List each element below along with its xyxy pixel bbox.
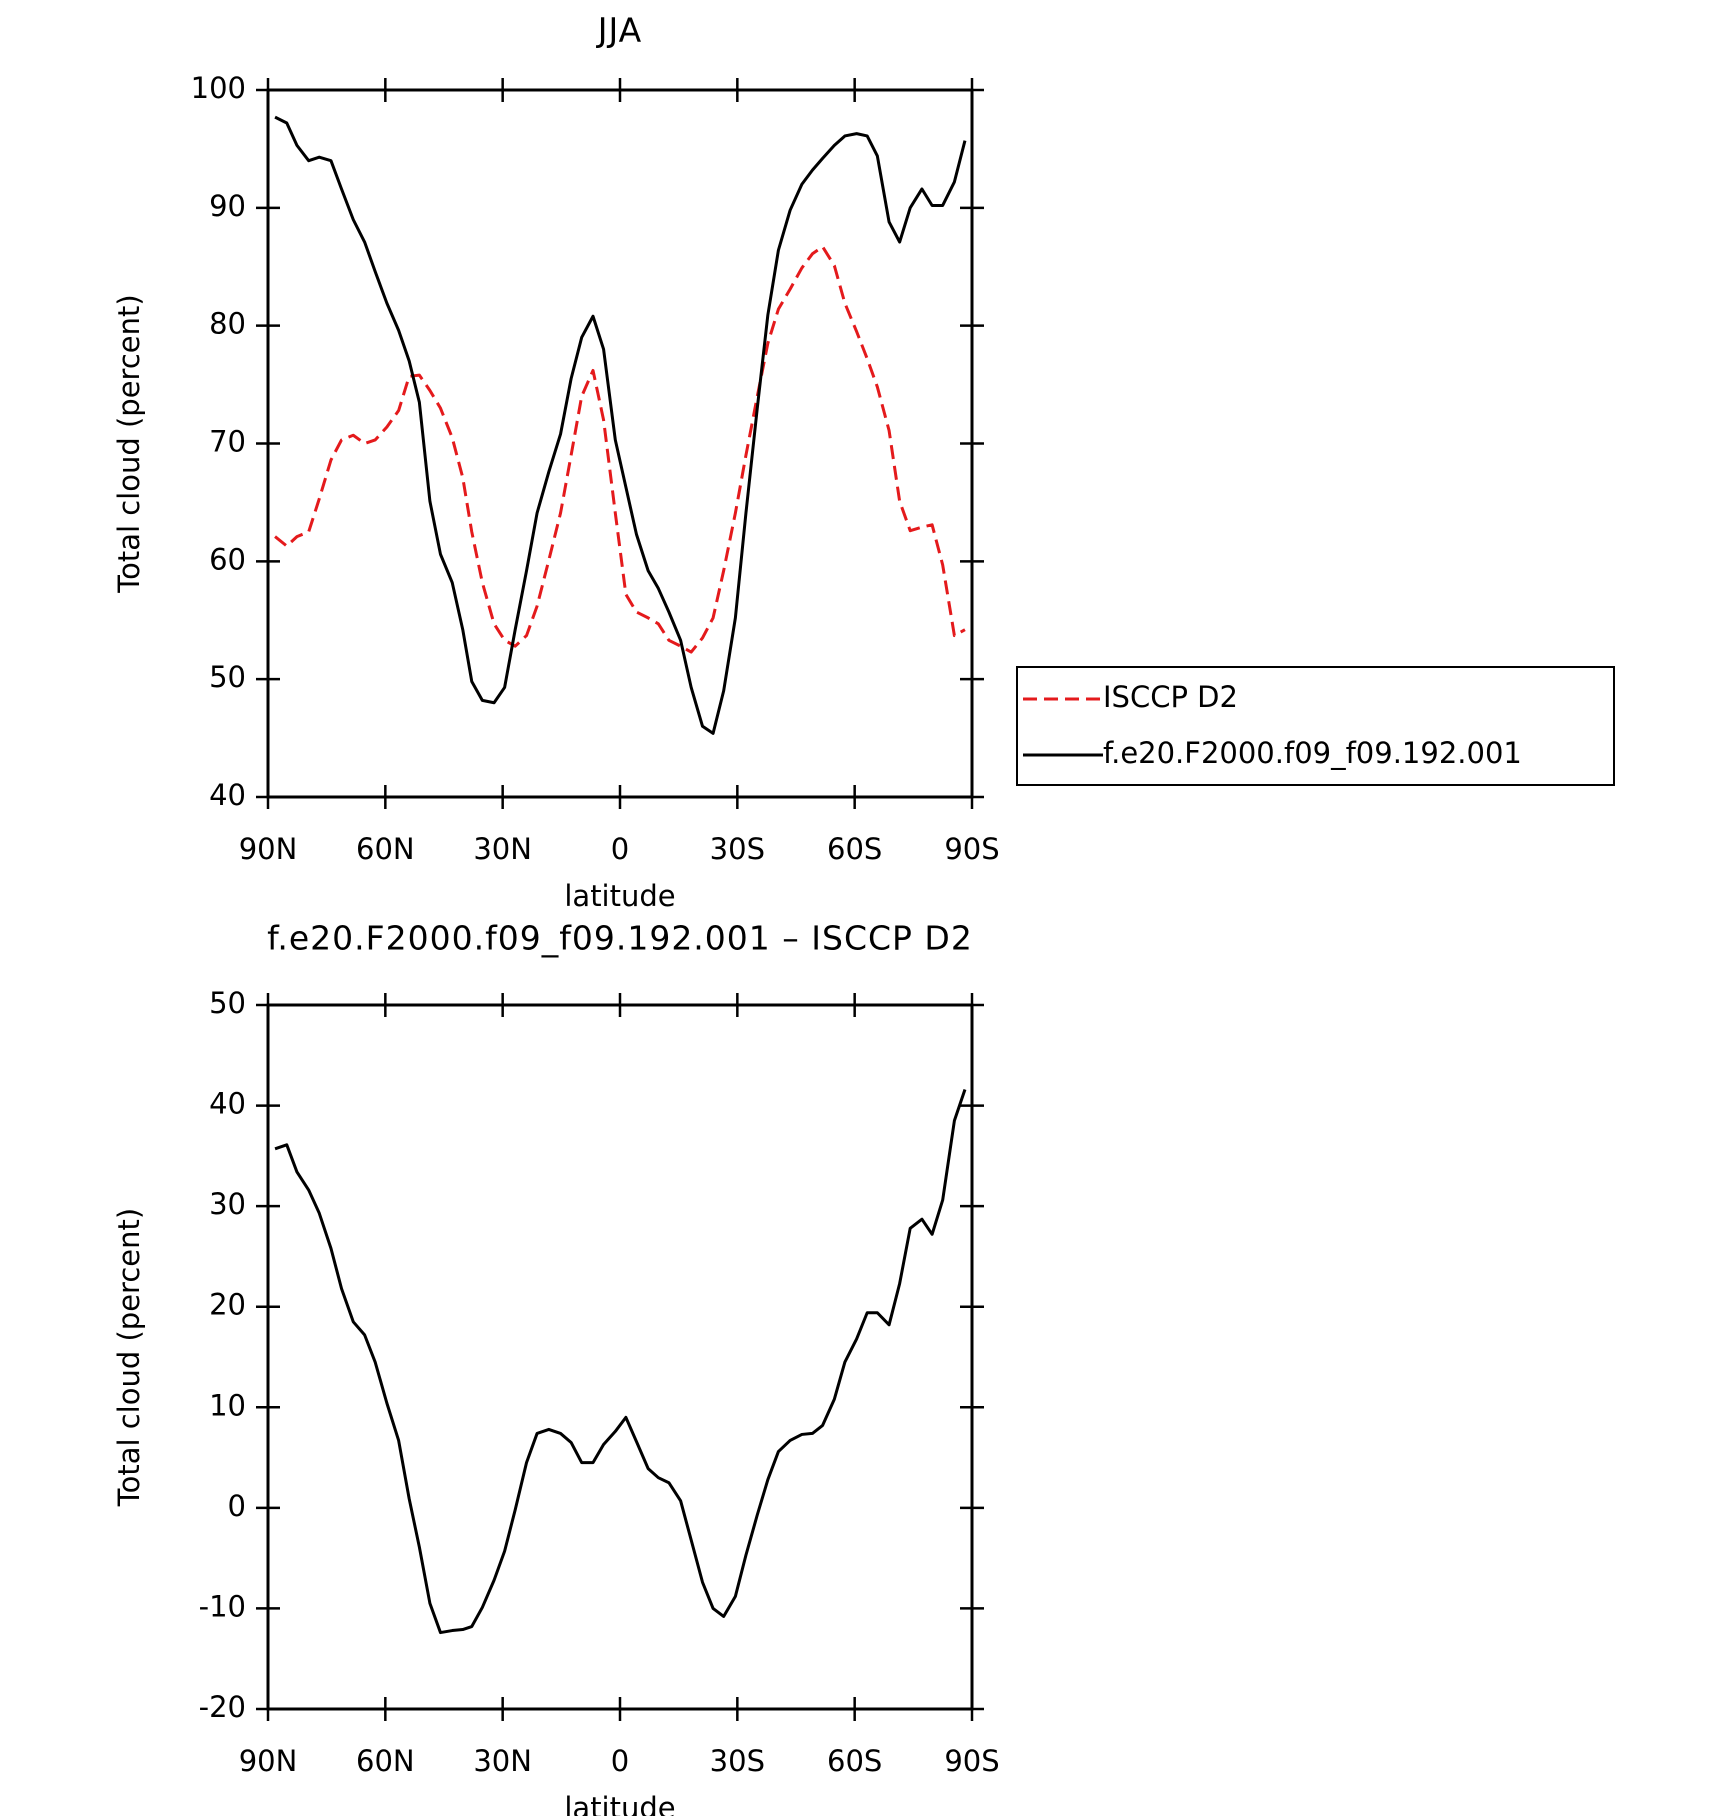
- plot-frame: [266, 1003, 974, 1711]
- x-axis-label: latitude: [564, 1791, 675, 1816]
- legend-box: [1016, 666, 1615, 786]
- y-tick-label: 20: [209, 1288, 246, 1322]
- y-tick-label: 80: [209, 307, 246, 341]
- y-tick-label: 50: [209, 986, 246, 1020]
- chart-title: JJA: [596, 11, 642, 50]
- x-tick-label: 90N: [239, 832, 298, 866]
- x-tick-label: 60N: [356, 1744, 415, 1778]
- y-tick-label: 100: [191, 71, 246, 105]
- y-tick-label: 30: [209, 1187, 246, 1221]
- data-line: [274, 115, 967, 735]
- x-tick-label: 90S: [944, 1744, 999, 1778]
- x-tick-label: 30N: [473, 1744, 532, 1778]
- data-line: [274, 1088, 967, 1635]
- x-tick-label: 90S: [944, 832, 999, 866]
- y-tick-label: 70: [209, 425, 246, 459]
- x-tick-label: 60S: [827, 1744, 882, 1778]
- plot-frame: [266, 88, 974, 799]
- y-axis-label: Total cloud (percent): [112, 1208, 146, 1507]
- legend-label: ISCCP D2: [1103, 680, 1238, 714]
- data-line: [274, 245, 966, 654]
- y-axis-label: Total cloud (percent): [112, 294, 146, 593]
- x-tick-label: 60S: [827, 832, 882, 866]
- y-tick-label: 60: [209, 542, 246, 576]
- x-tick-label: 30S: [710, 1744, 765, 1778]
- x-axis-label: latitude: [564, 879, 675, 913]
- y-tick-label: 40: [209, 778, 246, 812]
- x-tick-label: 30N: [473, 832, 532, 866]
- x-tick-label: 30S: [710, 832, 765, 866]
- y-tick-label: 90: [209, 189, 246, 223]
- x-tick-label: 0: [611, 832, 629, 866]
- y-tick-label: 0: [228, 1489, 246, 1523]
- y-tick-label: 10: [209, 1388, 246, 1422]
- y-tick-label: -10: [199, 1589, 246, 1623]
- chart-title: f.e20.F2000.f09_f09.192.001 – ISCCP D2: [267, 919, 973, 958]
- legend-label: f.e20.F2000.f09_f09.192.001: [1103, 736, 1522, 770]
- x-tick-label: 90N: [239, 1744, 298, 1778]
- x-tick-label: 0: [611, 1744, 629, 1778]
- y-tick-label: 40: [209, 1087, 246, 1121]
- y-tick-label: 50: [209, 660, 246, 694]
- y-tick-label: -20: [199, 1690, 246, 1724]
- x-tick-label: 60N: [356, 832, 415, 866]
